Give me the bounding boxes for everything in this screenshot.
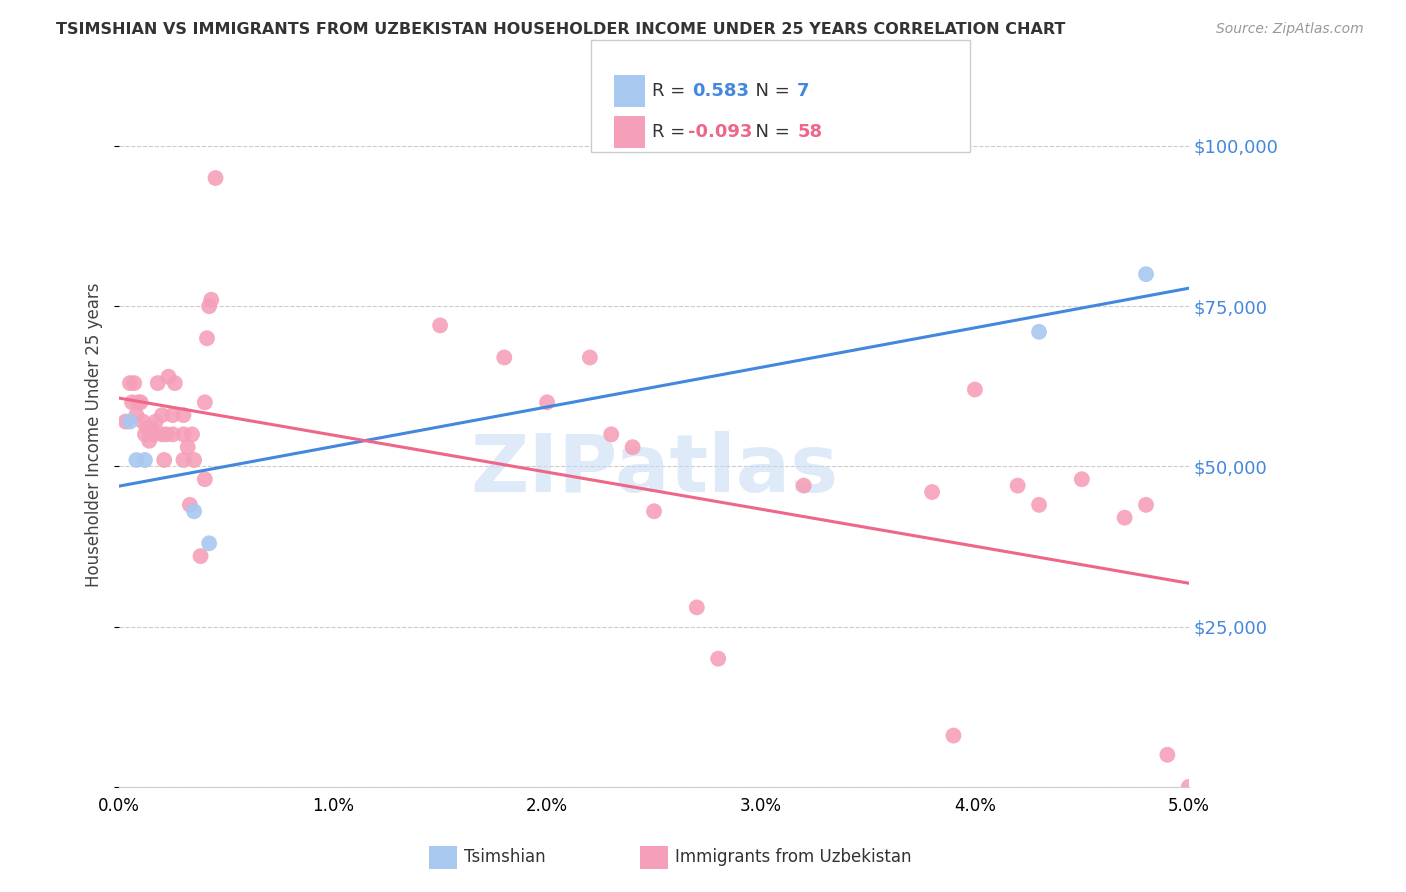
- Y-axis label: Householder Income Under 25 years: Householder Income Under 25 years: [86, 282, 103, 587]
- Point: [162, 427, 184, 442]
- Point: [204, 171, 226, 186]
- Point: [172, 408, 194, 422]
- Point: [942, 729, 965, 743]
- Point: [195, 331, 218, 345]
- Text: N =: N =: [744, 123, 796, 141]
- Point: [172, 453, 194, 467]
- Text: 58: 58: [797, 123, 823, 141]
- Point: [150, 427, 173, 442]
- Point: [429, 318, 451, 333]
- Point: [118, 376, 141, 390]
- Point: [136, 421, 159, 435]
- Point: [1028, 498, 1050, 512]
- Text: Source: ZipAtlas.com: Source: ZipAtlas.com: [1216, 22, 1364, 37]
- Point: [963, 383, 986, 397]
- Point: [150, 408, 173, 422]
- Point: [145, 415, 167, 429]
- Text: N =: N =: [744, 82, 801, 100]
- Point: [183, 504, 205, 518]
- Point: [198, 299, 221, 313]
- Point: [163, 376, 186, 390]
- Point: [1135, 498, 1157, 512]
- Point: [157, 369, 180, 384]
- Point: [129, 395, 152, 409]
- Point: [138, 434, 160, 448]
- Point: [921, 485, 943, 500]
- Point: [600, 427, 623, 442]
- Point: [536, 395, 558, 409]
- Point: [162, 408, 184, 422]
- Point: [141, 421, 163, 435]
- Point: [1178, 780, 1201, 794]
- Point: [134, 453, 156, 467]
- Point: [142, 427, 165, 442]
- Text: Tsimshian: Tsimshian: [464, 848, 546, 866]
- Point: [125, 453, 148, 467]
- Point: [198, 536, 221, 550]
- Point: [134, 427, 156, 442]
- Text: 0.583: 0.583: [692, 82, 749, 100]
- Point: [194, 395, 217, 409]
- Point: [183, 453, 205, 467]
- Point: [146, 376, 169, 390]
- Point: [643, 504, 665, 518]
- Text: R =: R =: [652, 123, 692, 141]
- Point: [621, 440, 644, 454]
- Point: [494, 351, 516, 365]
- Point: [686, 600, 709, 615]
- Point: [122, 376, 145, 390]
- Point: [172, 427, 194, 442]
- Point: [153, 453, 176, 467]
- Point: [200, 293, 222, 307]
- Point: [114, 415, 136, 429]
- Point: [121, 395, 143, 409]
- Point: [194, 472, 217, 486]
- Text: TSIMSHIAN VS IMMIGRANTS FROM UZBEKISTAN HOUSEHOLDER INCOME UNDER 25 YEARS CORREL: TSIMSHIAN VS IMMIGRANTS FROM UZBEKISTAN …: [56, 22, 1066, 37]
- Point: [125, 408, 148, 422]
- Point: [1028, 325, 1050, 339]
- Point: [181, 427, 204, 442]
- Point: [793, 478, 815, 492]
- Point: [190, 549, 212, 563]
- Text: 7: 7: [797, 82, 810, 100]
- Point: [579, 351, 602, 365]
- Point: [155, 427, 177, 442]
- Point: [1114, 510, 1136, 524]
- Text: Immigrants from Uzbekistan: Immigrants from Uzbekistan: [675, 848, 911, 866]
- Point: [1070, 472, 1092, 486]
- Point: [1135, 267, 1157, 281]
- Text: -0.093: -0.093: [688, 123, 752, 141]
- Point: [118, 415, 141, 429]
- Point: [128, 395, 150, 409]
- Text: ZIPatlas: ZIPatlas: [470, 431, 838, 508]
- Point: [707, 651, 730, 665]
- Point: [1156, 747, 1178, 762]
- Point: [132, 415, 155, 429]
- Point: [179, 498, 201, 512]
- Point: [1007, 478, 1029, 492]
- Point: [177, 440, 200, 454]
- Text: R =: R =: [652, 82, 697, 100]
